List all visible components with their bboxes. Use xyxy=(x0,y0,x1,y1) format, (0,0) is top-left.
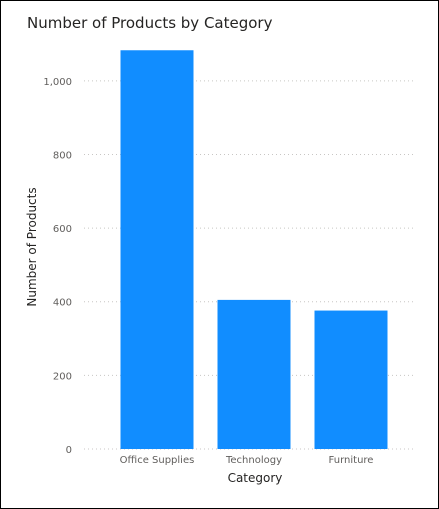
bars xyxy=(120,50,388,449)
y-tick-label: 1,000 xyxy=(43,77,72,88)
x-tick-label: Technology xyxy=(225,455,282,466)
y-tick-label: 0 xyxy=(66,445,72,456)
y-axis-title: Number of Products xyxy=(25,187,39,306)
bar-furniture[interactable] xyxy=(314,310,388,449)
y-tick-label: 800 xyxy=(53,150,72,161)
chart-title: Number of Products by Category xyxy=(27,14,273,32)
y-tick-label: 400 xyxy=(53,298,72,309)
x-axis-title: Category xyxy=(228,471,283,485)
bar-office-supplies[interactable] xyxy=(120,50,194,449)
x-tick-label: Furniture xyxy=(329,455,374,466)
y-tick-label: 200 xyxy=(53,371,72,382)
bar-technology[interactable] xyxy=(217,299,291,449)
x-axis-ticks: Office Supplies Technology Furniture xyxy=(120,455,374,466)
y-tick-label: 600 xyxy=(53,224,72,235)
x-tick-label: Office Supplies xyxy=(120,455,195,466)
y-axis-ticks: 0 200 400 600 800 1,000 xyxy=(43,77,72,456)
